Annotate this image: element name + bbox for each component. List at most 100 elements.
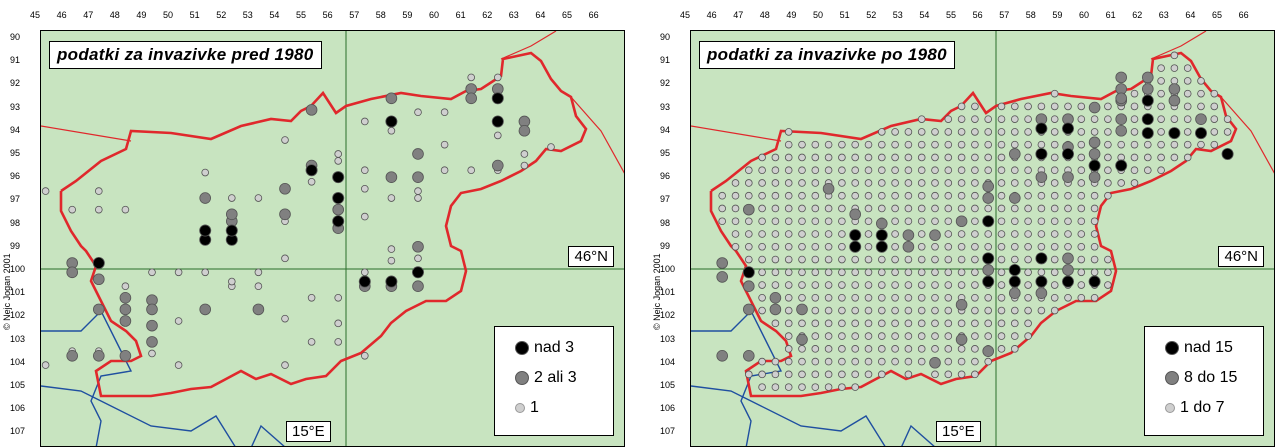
record-low	[1104, 268, 1112, 277]
record-low	[851, 357, 860, 366]
record-low	[1010, 242, 1019, 251]
record-low	[971, 268, 979, 277]
x-tick-label: 48	[759, 10, 770, 20]
record-low	[944, 281, 953, 289]
record-low	[1024, 179, 1032, 187]
x-tick-label: 56	[322, 10, 333, 20]
record-low	[1077, 204, 1086, 213]
record-mid	[92, 303, 105, 316]
record-low	[838, 204, 846, 213]
record-mid	[929, 356, 941, 369]
record-low	[1050, 268, 1059, 277]
record-low	[254, 282, 263, 291]
record-low	[493, 131, 502, 140]
record-low	[851, 191, 860, 200]
record-low	[387, 194, 396, 202]
record-low	[997, 242, 1006, 251]
record-low	[1130, 179, 1139, 187]
record-low	[944, 230, 953, 238]
copyright-text: © Nejc Jogan 2001	[2, 253, 12, 330]
record-low	[891, 230, 899, 238]
river-line	[691, 309, 783, 446]
record-mid	[226, 208, 238, 221]
record-high	[1035, 252, 1048, 265]
record-low	[1157, 140, 1165, 149]
record-low	[94, 205, 103, 214]
x-tick-label: 55	[296, 10, 307, 20]
x-tick-label: 61	[455, 10, 466, 20]
record-low	[1210, 102, 1219, 111]
record-low	[997, 166, 1006, 175]
record-low	[838, 242, 846, 251]
record-low	[334, 338, 343, 346]
record-low	[984, 242, 993, 251]
record-low	[917, 230, 926, 238]
record-low	[957, 179, 966, 187]
record-low	[798, 383, 806, 391]
x-axis-ticks: 45 46 47 48 49 50 51 52 53 54 55 56 57 58 59 60 61 62 63 64…	[10, 10, 640, 24]
record-low	[1210, 115, 1219, 123]
record-low	[784, 153, 793, 162]
record-low	[1024, 281, 1032, 289]
x-tick-label: 47	[83, 10, 94, 20]
record-mid	[1168, 94, 1181, 107]
record-low	[944, 153, 953, 162]
record-low	[1077, 268, 1086, 277]
record-low	[824, 153, 833, 162]
record-low	[1037, 204, 1046, 213]
record-low	[997, 255, 1006, 264]
record-low	[307, 338, 316, 346]
record-low	[784, 345, 793, 353]
record-low	[971, 370, 979, 379]
record-low	[811, 332, 820, 340]
record-low	[798, 255, 806, 264]
x-tick-label: 59	[402, 10, 413, 20]
x-tick-label: 57	[349, 10, 360, 20]
record-low	[1037, 191, 1046, 200]
record-low	[984, 128, 993, 136]
record-high	[1061, 147, 1074, 160]
record-low	[904, 345, 913, 353]
record-low	[917, 332, 926, 340]
x-tick-label: 65	[562, 10, 573, 20]
x-tick-label: 62	[482, 10, 493, 20]
record-low	[1143, 140, 1152, 149]
x-tick-label: 62	[1132, 10, 1143, 20]
record-low	[1183, 77, 1192, 85]
record-low	[798, 166, 806, 175]
record-low	[957, 255, 966, 264]
record-low	[254, 194, 263, 202]
record-low	[1024, 128, 1032, 136]
record-low	[917, 140, 926, 149]
record-low	[904, 255, 913, 264]
record-low	[878, 370, 886, 379]
record-low	[414, 194, 422, 202]
record-mid	[982, 345, 995, 357]
record-low	[971, 102, 979, 111]
record-low	[1010, 345, 1019, 353]
record-mid	[146, 336, 158, 348]
record-low	[878, 293, 886, 302]
record-mid	[412, 280, 424, 293]
legend: nad 15 8 do 15 1 do 7	[1144, 326, 1264, 436]
record-low	[784, 357, 793, 366]
record-low	[1050, 306, 1059, 315]
map-area: podatki za invazivke po 1980 46°N 15°E n…	[690, 30, 1275, 447]
y-axis-ticks: 90 91 92 93 94 95 96 97 98 99 100 101 102 103 104 105 10…	[10, 30, 40, 447]
record-low	[878, 306, 886, 315]
border-line	[1150, 31, 1207, 60]
record-low	[838, 370, 846, 379]
y-tick-label: 101	[660, 287, 676, 298]
record-low	[917, 281, 926, 289]
record-low	[784, 332, 793, 340]
record-low	[771, 179, 780, 187]
x-tick-label: 58	[375, 10, 386, 20]
record-low	[784, 255, 793, 264]
record-low	[1170, 115, 1179, 123]
record-low	[931, 191, 939, 200]
record-low	[1104, 102, 1112, 111]
record-low	[971, 357, 979, 366]
record-low	[798, 319, 806, 328]
record-low	[864, 370, 873, 379]
record-low	[891, 345, 899, 353]
